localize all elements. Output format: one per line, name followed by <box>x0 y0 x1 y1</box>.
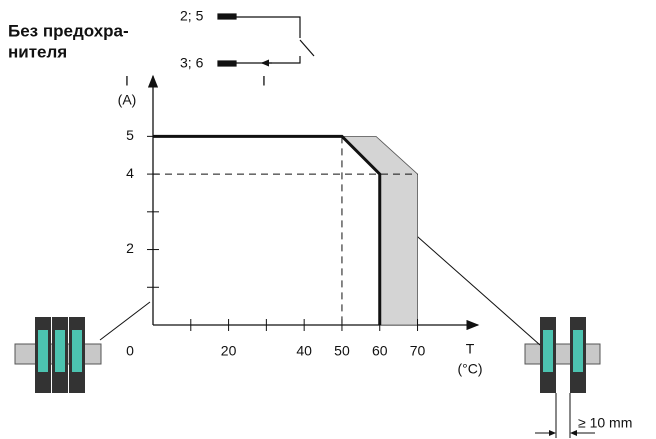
din-modules-adjacent <box>14 301 151 393</box>
y-axis-unit: (A) <box>118 92 137 108</box>
x-tick-label: 40 <box>296 343 312 359</box>
x-tick-label: 60 <box>372 343 388 359</box>
x-tick-label: 50 <box>334 343 350 359</box>
line-adjacent <box>153 134 382 325</box>
spacing-note: ≥ 10 mm <box>578 415 632 431</box>
y-axis-label: I <box>125 73 129 89</box>
terminal-label: 3; 6 <box>180 55 204 71</box>
y-tick-label: 2 <box>126 240 134 256</box>
x-axis-label: T <box>466 341 475 357</box>
x-tick-label: 70 <box>410 343 426 359</box>
din-modules-spaced <box>409 229 601 438</box>
x-tick-label: 0 <box>126 343 134 359</box>
x-tick-label: 20 <box>221 343 237 359</box>
circuit <box>217 13 315 67</box>
current-label: I <box>262 73 266 89</box>
y-tick-label: 5 <box>126 127 134 143</box>
y-tick-label: 4 <box>126 165 134 181</box>
title-line: нителя <box>8 42 67 61</box>
title-line: Без предохра- <box>8 21 129 40</box>
terminal-label: 2; 5 <box>180 8 204 24</box>
x-axis-unit: (°C) <box>457 361 482 377</box>
